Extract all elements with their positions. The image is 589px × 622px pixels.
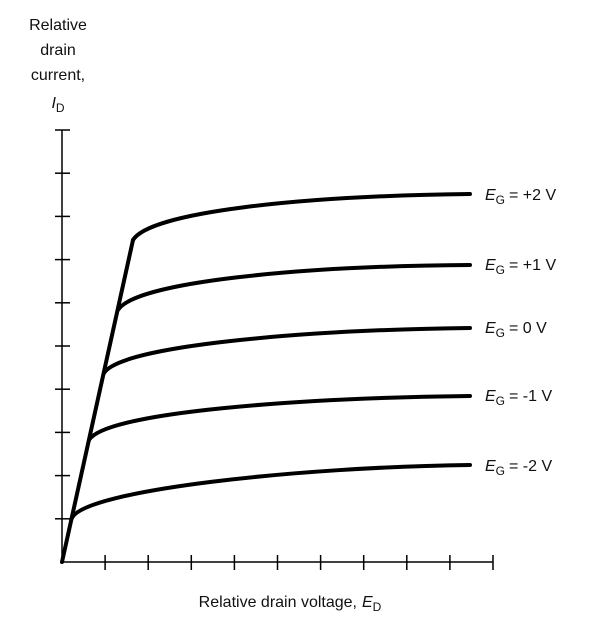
symbol: E bbox=[362, 594, 373, 611]
curve bbox=[70, 463, 472, 520]
subscript: G bbox=[496, 326, 505, 340]
symbol: E bbox=[485, 320, 496, 337]
curve-label: EG = -2 V bbox=[485, 458, 552, 478]
y-axis-label: Relative drain current, ID bbox=[29, 17, 87, 115]
curve-label: EG = -1 V bbox=[485, 388, 552, 408]
curve bbox=[131, 192, 472, 242]
value-text: = +2 V bbox=[509, 187, 556, 204]
subscript: G bbox=[496, 464, 505, 478]
label-text: Relative drain voltage, bbox=[199, 594, 357, 611]
curve-label: EG = +2 V bbox=[485, 187, 556, 207]
curves bbox=[60, 192, 472, 564]
value-text: = -2 V bbox=[509, 458, 552, 475]
label-symbol: ID bbox=[51, 95, 64, 115]
curve-label: EG = +1 V bbox=[485, 257, 556, 277]
subscript: G bbox=[496, 193, 505, 207]
subscript: D bbox=[373, 600, 382, 614]
value-text: = -1 V bbox=[509, 388, 552, 405]
label-line: drain bbox=[40, 42, 76, 59]
curve bbox=[102, 326, 472, 375]
subscript: G bbox=[496, 263, 505, 277]
value-text: = +1 V bbox=[509, 257, 556, 274]
curve bbox=[116, 263, 472, 312]
x-axis-label: Relative drain voltage, ED bbox=[199, 594, 382, 614]
label-line: current, bbox=[31, 67, 85, 84]
symbol: I bbox=[51, 95, 56, 112]
symbol: E bbox=[485, 458, 496, 475]
symbol: E bbox=[485, 187, 496, 204]
curve-labels: EG = +2 VEG = +1 VEG = 0 VEG = -1 VEG = -2 V bbox=[485, 187, 556, 478]
axes bbox=[55, 129, 494, 570]
ohmic-line bbox=[60, 238, 135, 564]
symbol: E bbox=[485, 388, 496, 405]
subscript: D bbox=[56, 101, 65, 115]
curve-label: EG = 0 V bbox=[485, 320, 547, 340]
subscript: G bbox=[496, 394, 505, 408]
curve bbox=[87, 394, 472, 442]
symbol: E bbox=[485, 257, 496, 274]
ticks bbox=[55, 129, 494, 570]
label-line: Relative bbox=[29, 17, 87, 34]
value-text: = 0 V bbox=[509, 320, 547, 337]
